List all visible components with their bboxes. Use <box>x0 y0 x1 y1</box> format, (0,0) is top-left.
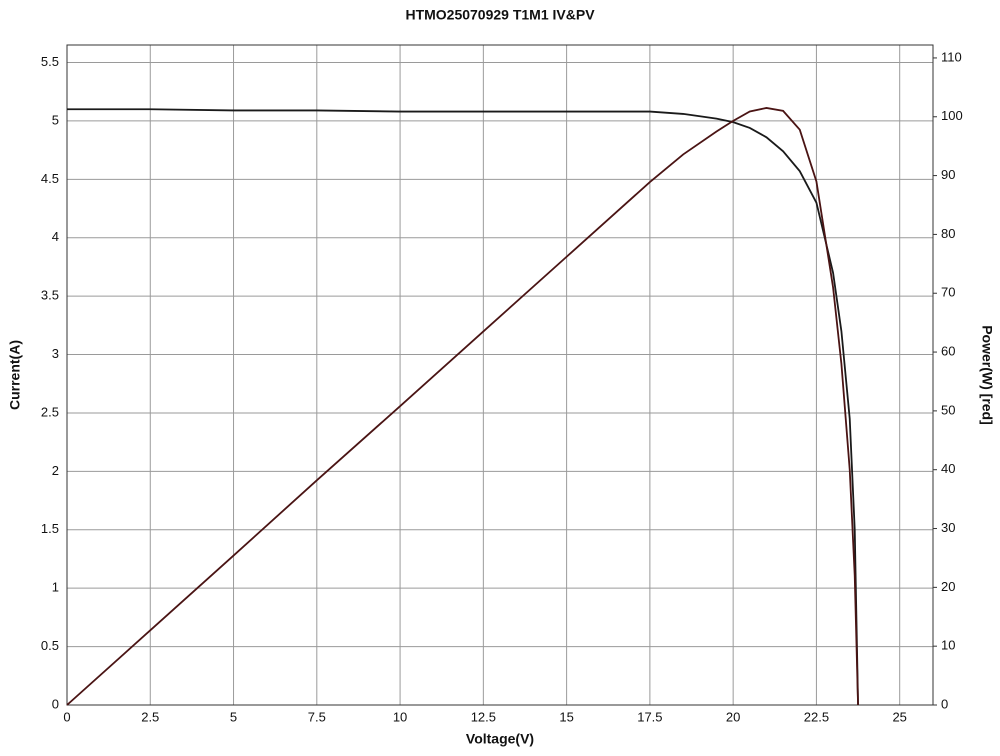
y-axis-label: Current(A) <box>7 340 23 410</box>
x-tick-label: 2.5 <box>141 709 159 724</box>
y2-tick-label: 0 <box>941 696 948 711</box>
y2-tick-label: 10 <box>941 638 955 653</box>
y-tick-label: 3.5 <box>41 288 59 303</box>
x-tick-label: 5 <box>230 709 237 724</box>
series-line <box>67 108 859 706</box>
y-tick-label: 2.5 <box>41 404 59 419</box>
x-tick-label: 12.5 <box>471 709 496 724</box>
chart-title: HTMO25070929 T1M1 IV&PV <box>405 7 595 23</box>
y-tick-label: 1.5 <box>41 521 59 536</box>
y2-tick-label: 50 <box>941 402 955 417</box>
y-tick-label: 2 <box>52 463 59 478</box>
y-tick-label: 4.5 <box>41 171 59 186</box>
y2-tick-label: 100 <box>941 108 963 123</box>
y2-tick-label: 110 <box>941 49 962 64</box>
x-axis-label: Voltage(V) <box>466 731 534 747</box>
y-tick-label: 4 <box>52 229 59 244</box>
y2-tick-label: 80 <box>941 226 955 241</box>
x-tick-label: 17.5 <box>637 709 662 724</box>
y-tick-label: 0.5 <box>41 638 59 653</box>
plot-frame <box>66 44 934 706</box>
x-tick-label: 0 <box>63 709 70 724</box>
x-tick-label: 25 <box>892 709 906 724</box>
x-tick-label: 7.5 <box>308 709 326 724</box>
y2-tick-label: 90 <box>941 167 955 182</box>
y2-tick-label: 70 <box>941 285 955 300</box>
y-tick-label: 3 <box>52 346 59 361</box>
y-tick-label: 5 <box>52 112 59 127</box>
y2-axis-label: Power(W) [red] <box>979 325 995 425</box>
y-tick-label: 1 <box>52 580 59 595</box>
y-tick-label: 5.5 <box>41 54 59 69</box>
series-line <box>66 107 859 706</box>
x-tick-label: 20 <box>726 709 740 724</box>
x-tick-label: 22.5 <box>804 709 829 724</box>
y-tick-label: 0 <box>52 696 59 711</box>
y2-tick-label: 30 <box>941 520 955 535</box>
y2-tick-label: 20 <box>941 579 955 594</box>
x-tick-label: 15 <box>559 709 573 724</box>
y2-tick-label: 40 <box>941 461 955 476</box>
y2-tick-label: 60 <box>941 343 955 358</box>
x-tick-label: 10 <box>393 709 407 724</box>
